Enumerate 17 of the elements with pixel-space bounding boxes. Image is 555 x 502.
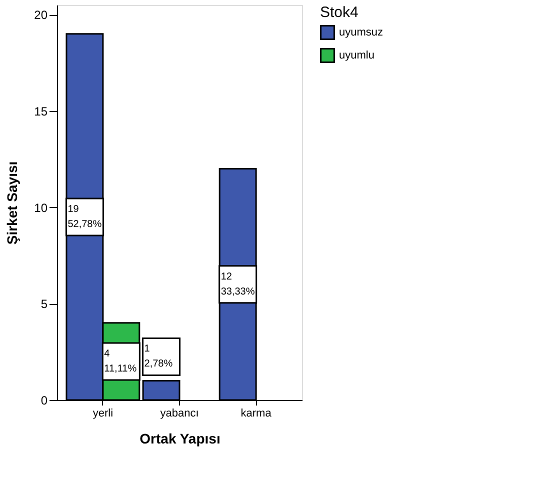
legend-label: uyumlu: [339, 50, 374, 62]
x-tick-label: yabancı: [160, 408, 199, 420]
data-label: 1 2,78%: [144, 344, 173, 370]
data-label: 4 11,11%: [104, 348, 137, 374]
y-axis-title: Şirket Sayısı: [4, 161, 20, 245]
y-tick-label: 20: [34, 8, 48, 22]
data-label: 19 52,78%: [68, 204, 102, 230]
x-tick-label: karma: [240, 408, 272, 420]
x-axis-title: Ortak Yapısı: [140, 430, 220, 446]
y-tick-label: 0: [40, 394, 48, 408]
y-tick-label: 5: [40, 297, 48, 312]
y-tick-label: 15: [34, 104, 48, 118]
x-tick-label: yerli: [92, 408, 114, 420]
y-tick-label: 10: [34, 200, 48, 215]
data-label: 12 33,33%: [220, 271, 255, 298]
legend-label: uyumsuz: [339, 26, 384, 38]
legend-title: Stok4: [320, 4, 358, 21]
